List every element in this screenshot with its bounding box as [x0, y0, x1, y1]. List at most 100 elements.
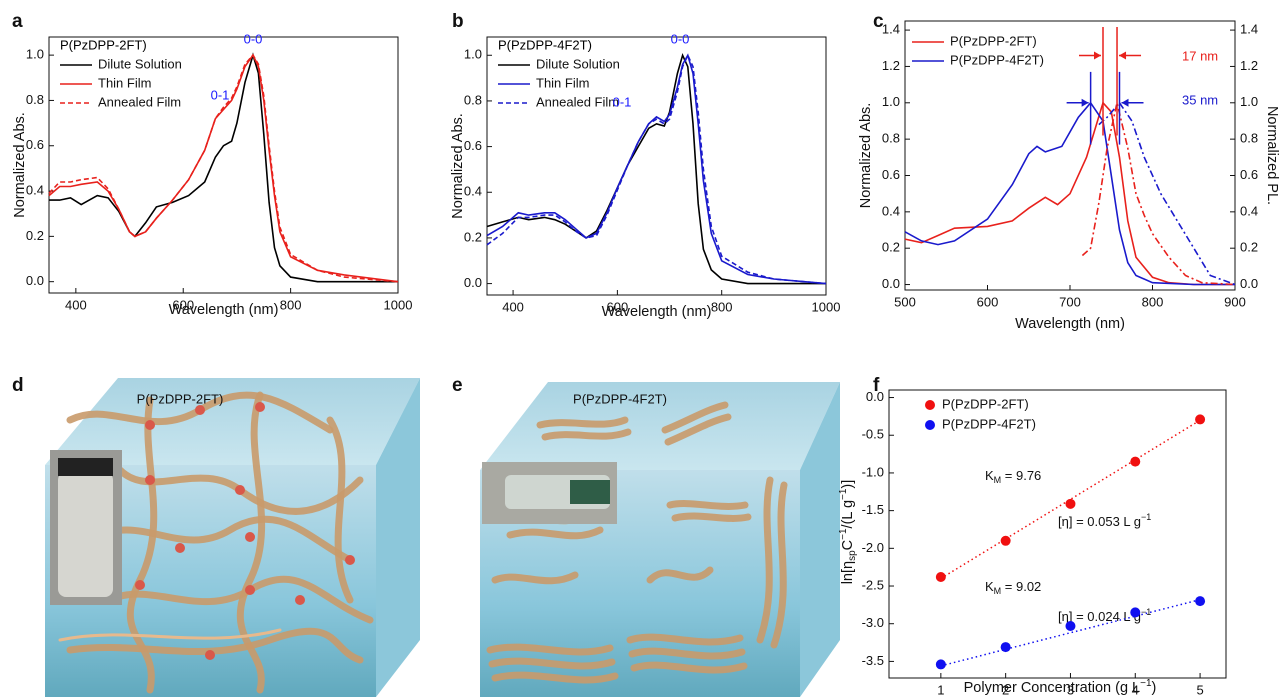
- data-line: [1098, 101, 1236, 286]
- x-tick-label: 1: [937, 682, 944, 697]
- x-axis-label: Wavelength (nm): [1015, 316, 1125, 332]
- illustration-label: P(PzDPP-2FT): [137, 391, 224, 406]
- panel-c: c 500 600 700 800 900 0.0 0.2 0.4 0.6 0.8 1.0 1.2 1.4…: [858, 11, 1280, 332]
- x-tick-label: 800: [711, 299, 733, 314]
- x-tick-label: 2: [1002, 682, 1009, 697]
- legend-label: Dilute Solution: [98, 56, 182, 71]
- plot-frame: [888, 389, 1227, 679]
- data-line: [49, 52, 398, 283]
- y-tick-label: 1.0: [882, 94, 900, 109]
- shift-arrowhead: [1094, 51, 1101, 60]
- panel-f-texts: Polymer Concentration (g L−1) ln[ηspC−1/…: [838, 468, 1157, 695]
- data-line: [48, 53, 399, 283]
- annotation: KM = 9.76: [985, 468, 1041, 485]
- legend-swatch: [925, 400, 935, 410]
- y-tick-label: 0.2: [464, 229, 482, 244]
- data-point: [935, 571, 946, 582]
- data-point: [1130, 607, 1141, 618]
- vial-cap: [58, 458, 113, 476]
- legend-label: Thin Film: [98, 75, 151, 90]
- legend-swatch: [925, 420, 935, 430]
- y-tick-label: 0.8: [882, 131, 900, 146]
- x-tick-label: 800: [280, 297, 302, 312]
- y-tick-label: 1.0: [26, 47, 44, 62]
- annotation: P(PzDPP-2FT): [60, 37, 147, 52]
- data-point: [1065, 498, 1076, 509]
- annotation: 35 nm: [1182, 92, 1218, 107]
- x-tick-label: 800: [1142, 294, 1164, 309]
- fit-line: [940, 419, 1201, 580]
- y-tick-label: 0.0: [464, 275, 482, 290]
- crosslinks: [135, 402, 355, 660]
- data-line: [904, 101, 1235, 286]
- legend-label: Annealed Film: [98, 94, 181, 109]
- y-tick-label: -2.5: [862, 577, 884, 592]
- legend-label: P(PzDPP-4F2T): [942, 416, 1036, 431]
- y-tick-label: -1.5: [862, 502, 884, 517]
- y-tick-label: -3.0: [862, 615, 884, 630]
- shift-arrowhead: [1081, 98, 1089, 107]
- panel-label: f: [873, 375, 880, 396]
- y-tick-label: 0.4: [882, 203, 900, 218]
- panel-label: c: [873, 11, 884, 32]
- x-tick-label: 3: [1067, 682, 1074, 697]
- panel-label: d: [12, 375, 24, 396]
- x-tick-label: 600: [977, 294, 999, 309]
- legend-label: P(PzDPP-4F2T): [950, 52, 1044, 67]
- y-axis-label: Normalized Abs.: [858, 103, 874, 209]
- box-top: [480, 382, 840, 470]
- y-tick-label: 0.2: [26, 228, 44, 243]
- data-point: [1195, 596, 1206, 607]
- y-tick-label: 0.4: [464, 184, 482, 199]
- y-tick-label: 1.4: [882, 22, 900, 37]
- plot-frame: [486, 36, 827, 296]
- data-line: [1081, 102, 1236, 286]
- data-point: [1000, 642, 1011, 653]
- y-tick-label: -2.0: [862, 540, 884, 555]
- y-tick-label: 0.6: [882, 167, 900, 182]
- y2-tick-label: 1.2: [1240, 58, 1258, 73]
- y2-tick-label: 1.4: [1240, 22, 1258, 37]
- y-tick-label: 1.0: [464, 47, 482, 62]
- shift-arrowhead: [1121, 98, 1129, 107]
- shift-arrowhead: [1119, 51, 1127, 60]
- annotation: 0-0: [244, 31, 263, 46]
- y-axis-label: ln[ηspC−1/(L g−1)]: [838, 480, 858, 585]
- y2-tick-label: 0.2: [1240, 240, 1258, 255]
- plot-frame: [48, 36, 399, 294]
- x-axis-label: Wavelength (nm): [602, 304, 712, 320]
- annotation: 17 nm: [1182, 48, 1218, 63]
- legend-label: Annealed Film: [536, 94, 619, 109]
- data-point: [1065, 620, 1076, 631]
- y-tick-label: -1.0: [862, 464, 884, 479]
- x-tick-label: 5: [1196, 682, 1203, 697]
- x-tick-label: 1000: [812, 299, 841, 314]
- y-tick-label: -0.5: [862, 427, 884, 442]
- annotation: [η] = 0.053 L g−1: [1058, 512, 1151, 529]
- x-axis-label: Wavelength (nm): [169, 302, 279, 318]
- data-line: [904, 101, 1235, 286]
- panel-label: b: [452, 11, 464, 32]
- x-tick-label: 500: [894, 294, 916, 309]
- x-tick-label: 4: [1132, 682, 1139, 697]
- x-tick-label: 1000: [384, 297, 413, 312]
- data-line: [486, 53, 827, 285]
- y-tick-label: 0.4: [26, 182, 44, 197]
- box-side: [800, 382, 840, 697]
- y-tick-label: 0.2: [882, 240, 900, 255]
- data-point: [1000, 535, 1011, 546]
- illustration-e: [480, 382, 840, 697]
- y-tick-label: 0.6: [26, 137, 44, 152]
- annotation: 0-1: [613, 94, 632, 109]
- annotation: P(PzDPP-4F2T): [498, 37, 592, 52]
- data-point: [1195, 414, 1206, 425]
- panel-a: a 400 600 800 1000 0.0 0.2 0.4 0.6 0.8 1.0 Dilute S…: [12, 11, 413, 318]
- panel-e: e P(PzDPP-4F2T): [452, 375, 667, 406]
- x-tick-label: 600: [172, 297, 194, 312]
- legend-label: Thin Film: [536, 75, 589, 90]
- x-tick-label: 900: [1224, 294, 1246, 309]
- panel-f: f 1 2 3 4 5 -3.5 -3.0 -2.5 -2.0 -1.5 -1.0 -0.5 0.0 P(P…: [862, 375, 1227, 697]
- illustration-label: P(PzDPP-4F2T): [573, 391, 667, 406]
- y2-tick-label: 0.6: [1240, 167, 1258, 182]
